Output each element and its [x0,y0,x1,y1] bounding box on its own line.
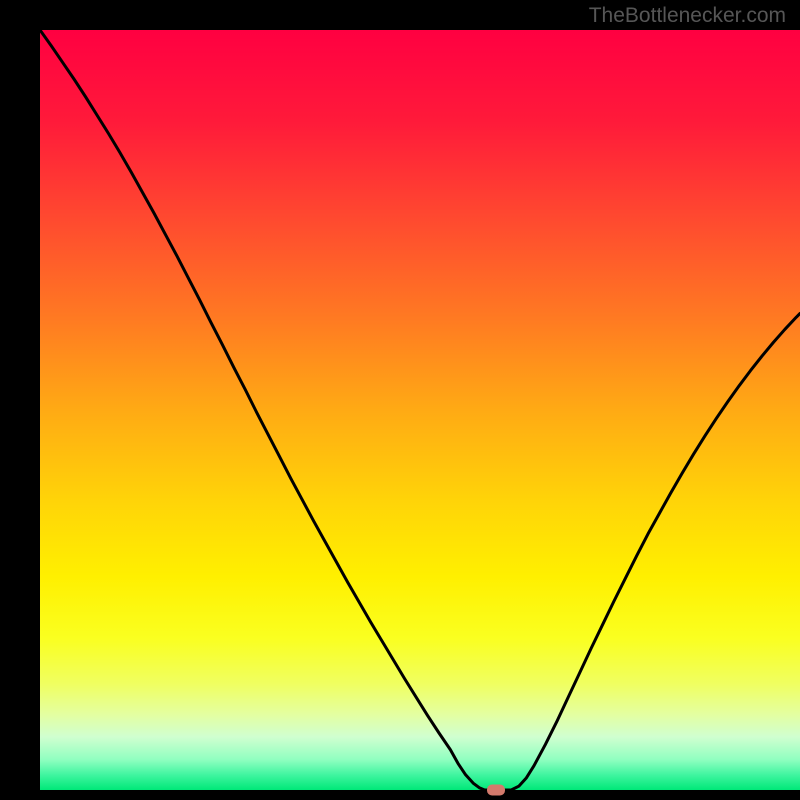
chart-container: TheBottlenecker.com [0,0,800,800]
watermark-text: TheBottlenecker.com [589,4,786,28]
gradient-background [40,30,800,790]
